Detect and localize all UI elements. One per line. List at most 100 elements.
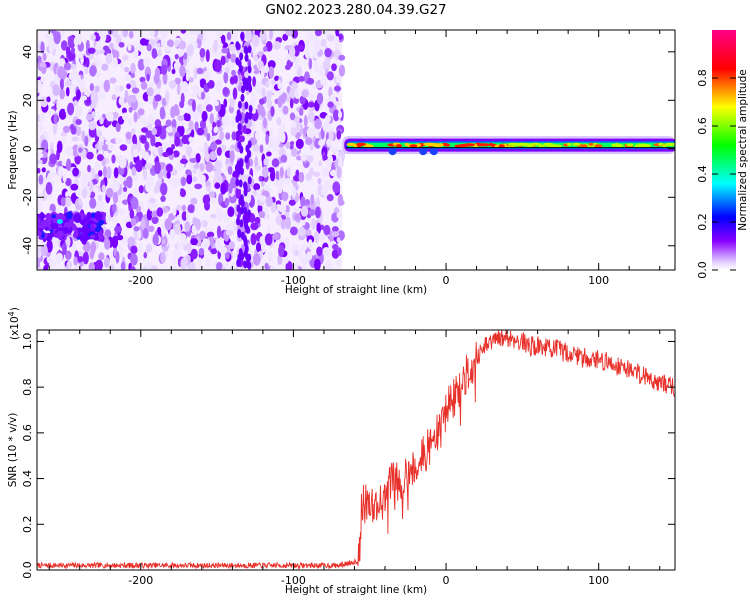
noise-cell: [40, 77, 46, 83]
noise-cell: [161, 141, 169, 150]
signal-core: [580, 144, 588, 148]
colorbar-label: Normalized spectral amplitude: [737, 69, 749, 230]
noise-cell: [146, 87, 154, 97]
noise-cell: [322, 120, 331, 133]
noise-cell: [326, 73, 334, 79]
noise-cell: [209, 151, 217, 161]
band-cell: [71, 223, 77, 231]
noise-cell: [326, 194, 334, 202]
noise-cell: [115, 137, 123, 144]
noise-cell: [148, 197, 156, 204]
noise-cell: [151, 127, 158, 136]
noise-cell: [128, 106, 133, 113]
noise-cell: [285, 30, 294, 37]
noise-cell: [180, 30, 187, 34]
band-cell: [38, 224, 46, 229]
noise-cell: [128, 30, 134, 39]
noise-cell: [139, 38, 148, 46]
noise-cell: [259, 144, 264, 154]
spectrogram-xlabel: Height of straight line (km): [285, 284, 427, 296]
noise-cell: [156, 207, 164, 217]
noise-cell: [331, 226, 339, 233]
noise-cell: [80, 79, 86, 93]
noise-cell: [228, 43, 237, 52]
noise-cell: [39, 62, 46, 68]
noise-cell: [81, 176, 89, 189]
noise-cell: [177, 115, 185, 121]
noise-cell: [272, 144, 280, 153]
noise-cell: [82, 251, 89, 265]
noise-cell: [296, 44, 305, 51]
noise-cell: [197, 169, 202, 179]
noise-cell: [291, 81, 298, 90]
noise-streak: [244, 83, 249, 92]
noise-cell: [230, 176, 238, 189]
noise-cell: [316, 246, 323, 257]
noise-cell: [205, 49, 210, 63]
colorbar-tick-label: 0.8: [696, 69, 709, 87]
noise-cell: [137, 58, 145, 71]
noise-cell: [223, 98, 228, 108]
noise-cell: [111, 235, 119, 249]
noise-cell: [71, 136, 80, 142]
noise-cell: [166, 171, 171, 179]
noise-cell: [56, 99, 61, 111]
snr-ytick-label: 0.6: [21, 424, 34, 442]
noise-streak: [239, 206, 244, 215]
noise-cell: [209, 113, 214, 125]
noise-cell: [149, 203, 154, 212]
noise-cell: [165, 90, 170, 104]
noise-cell: [221, 34, 226, 45]
noise-cell: [206, 132, 211, 142]
noise-cell: [269, 30, 273, 41]
noise-cell: [313, 258, 321, 270]
noise-cell: [119, 61, 124, 70]
noise-cell: [306, 77, 315, 85]
snr-ytick-label: 0.2: [21, 516, 34, 534]
noise-cell: [265, 41, 273, 52]
noise-cell: [273, 40, 281, 50]
noise-streak: [247, 253, 252, 262]
colorbar-tick-label: 0.4: [696, 165, 709, 183]
noise-cell: [152, 233, 159, 246]
band-cell: [63, 227, 70, 234]
noise-cell: [103, 257, 110, 268]
signal-core: [662, 144, 667, 148]
band-cell: [45, 212, 52, 221]
noise-cell: [233, 74, 238, 84]
noise-cell: [335, 30, 340, 37]
noise-cell: [151, 216, 159, 225]
noise-cell: [171, 68, 176, 75]
noise-cell: [84, 57, 90, 68]
signal-core: [524, 143, 535, 147]
noise-cell: [96, 154, 104, 162]
noise-cell: [66, 158, 72, 171]
noise-cell: [218, 175, 223, 186]
noise-cell: [260, 67, 265, 79]
noise-cell: [67, 102, 75, 116]
noise-cell: [198, 247, 205, 256]
noise-cell: [40, 96, 49, 108]
noise-cell: [37, 247, 41, 256]
noise-cell: [280, 131, 286, 144]
noise-cell: [203, 152, 209, 158]
noise-cell: [322, 167, 330, 178]
band-cell: [66, 211, 73, 220]
noise-cell: [192, 84, 200, 94]
noise-cell: [200, 91, 206, 100]
noise-cell: [333, 34, 340, 46]
noise-cell: [90, 90, 97, 104]
noise-cell: [154, 161, 161, 175]
noise-cell: [151, 48, 158, 59]
noise-cell: [58, 108, 67, 120]
noise-cell: [327, 34, 335, 42]
noise-cell: [190, 238, 198, 246]
noise-cell: [271, 158, 280, 168]
noise-cell: [42, 52, 47, 62]
noise-cell: [174, 53, 179, 60]
noise-cell: [183, 52, 188, 60]
noise-cell: [221, 246, 228, 254]
snr-xtick-label: -200: [128, 574, 153, 587]
noise-cell: [101, 184, 106, 193]
